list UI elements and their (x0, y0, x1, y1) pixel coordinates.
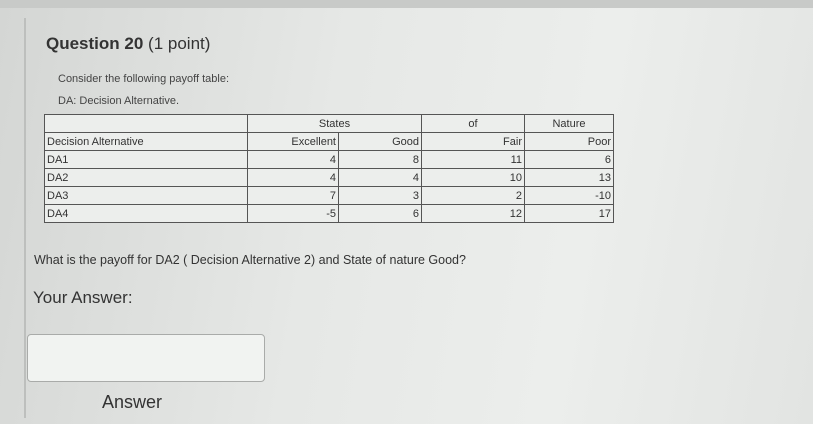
header-cell: Decision Alternative (44, 132, 248, 151)
payoff-cell: 11 (421, 150, 525, 169)
payoff-cell: 13 (524, 168, 614, 187)
payoff-cell: 7 (247, 186, 339, 205)
your-answer-label: Your Answer: (33, 288, 133, 307)
answer-input-label: Answer (102, 392, 163, 412)
payoff-cell: 2 (421, 186, 525, 205)
header-cell: Poor (524, 132, 614, 151)
header-cell: Excellent (247, 132, 339, 151)
abbreviation-note: DA: Decision Alternative. (58, 95, 180, 107)
payoff-cell: -10 (524, 186, 614, 205)
row-label-cell: DA2 (44, 168, 248, 187)
table-header: Decision Alternative Excellent Good Fair… (44, 132, 614, 151)
table-row: DA2 4 4 10 13 (44, 168, 614, 187)
payoff-cell: 12 (421, 204, 525, 223)
table-row: DA4 -5 6 12 17 (44, 204, 614, 223)
payoff-cell: 4 (247, 150, 339, 169)
header-cell: Nature (524, 114, 614, 133)
header-cell: States (247, 114, 422, 133)
payoff-cell: 17 (524, 204, 614, 223)
row-label-cell: DA3 (44, 186, 248, 205)
payoff-cell: 10 (421, 168, 525, 187)
divider (24, 18, 26, 418)
header-cell: Fair (421, 132, 525, 151)
payoff-table: States of Nature Decision Alternative Ex… (44, 114, 614, 223)
payoff-cell: 6 (524, 150, 614, 169)
header-cell (44, 114, 248, 133)
question-points: (1 point) (148, 34, 211, 53)
header-cell: of (421, 114, 525, 133)
question-intro: Consider the following payoff table: (58, 73, 230, 85)
table-header-top: States of Nature (44, 114, 614, 133)
row-label-cell: DA4 (44, 204, 248, 223)
row-label-cell: DA1 (44, 150, 248, 169)
payoff-cell: 6 (338, 204, 422, 223)
answer-input[interactable] (27, 334, 265, 382)
payoff-cell: 4 (247, 168, 339, 187)
payoff-cell: 8 (338, 150, 422, 169)
top-bar (0, 0, 813, 8)
question-title: Question 20 (1 point) (46, 34, 211, 53)
header-cell: Good (338, 132, 422, 151)
payoff-cell: -5 (247, 204, 339, 223)
table-row: DA3 7 3 2 -10 (44, 186, 614, 205)
table-row: DA1 4 8 11 6 (44, 150, 614, 169)
payoff-cell: 3 (338, 186, 422, 205)
payoff-cell: 4 (338, 168, 422, 187)
question-prompt: What is the payoff for DA2 ( Decision Al… (34, 253, 466, 267)
